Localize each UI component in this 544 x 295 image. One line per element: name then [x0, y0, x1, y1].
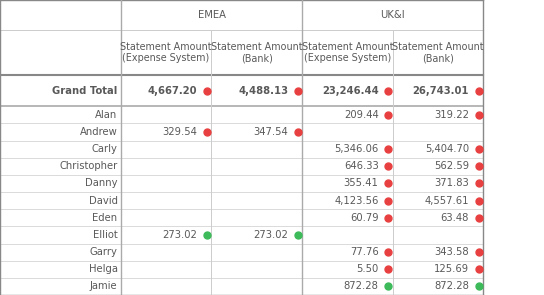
Text: Alan: Alan: [95, 110, 118, 120]
Text: 355.41: 355.41: [344, 178, 379, 189]
Text: EMEA: EMEA: [197, 10, 226, 20]
Text: 77.76: 77.76: [350, 247, 379, 257]
Text: 347.54: 347.54: [254, 127, 288, 137]
Text: 5.50: 5.50: [356, 264, 379, 274]
Text: Statement Amount
(Bank): Statement Amount (Bank): [392, 42, 484, 63]
Text: 5,346.06: 5,346.06: [335, 144, 379, 154]
Text: 63.48: 63.48: [441, 213, 469, 223]
Text: 26,743.01: 26,743.01: [412, 86, 469, 96]
Text: Christopher: Christopher: [59, 161, 118, 171]
Text: Jamie: Jamie: [90, 281, 118, 291]
Text: 4,123.56: 4,123.56: [334, 196, 379, 206]
Text: Eden: Eden: [92, 213, 118, 223]
Text: Garry: Garry: [90, 247, 118, 257]
Text: Helga: Helga: [89, 264, 118, 274]
Text: 4,557.61: 4,557.61: [424, 196, 469, 206]
Text: David: David: [89, 196, 118, 206]
Text: Statement Amount
(Expense System): Statement Amount (Expense System): [302, 42, 393, 63]
Text: 273.02: 273.02: [162, 230, 197, 240]
Text: Statement Amount
(Bank): Statement Amount (Bank): [211, 42, 302, 63]
Text: 872.28: 872.28: [344, 281, 379, 291]
Text: 125.69: 125.69: [434, 264, 469, 274]
Text: 319.22: 319.22: [434, 110, 469, 120]
Text: Carly: Carly: [91, 144, 118, 154]
Text: 371.83: 371.83: [434, 178, 469, 189]
Text: 872.28: 872.28: [434, 281, 469, 291]
Text: 562.59: 562.59: [434, 161, 469, 171]
Text: Elliot: Elliot: [93, 230, 118, 240]
Text: 273.02: 273.02: [254, 230, 288, 240]
Text: Danny: Danny: [85, 178, 118, 189]
Text: Statement Amount
(Expense System): Statement Amount (Expense System): [120, 42, 212, 63]
Text: 329.54: 329.54: [162, 127, 197, 137]
Text: UK&I: UK&I: [380, 10, 405, 20]
Text: 343.58: 343.58: [434, 247, 469, 257]
Text: 23,246.44: 23,246.44: [322, 86, 379, 96]
Text: 60.79: 60.79: [350, 213, 379, 223]
Text: 4,667.20: 4,667.20: [147, 86, 197, 96]
Text: Andrew: Andrew: [80, 127, 118, 137]
Text: 209.44: 209.44: [344, 110, 379, 120]
Text: Grand Total: Grand Total: [52, 86, 118, 96]
Text: 646.33: 646.33: [344, 161, 379, 171]
Text: 5,404.70: 5,404.70: [425, 144, 469, 154]
Text: 4,488.13: 4,488.13: [238, 86, 288, 96]
